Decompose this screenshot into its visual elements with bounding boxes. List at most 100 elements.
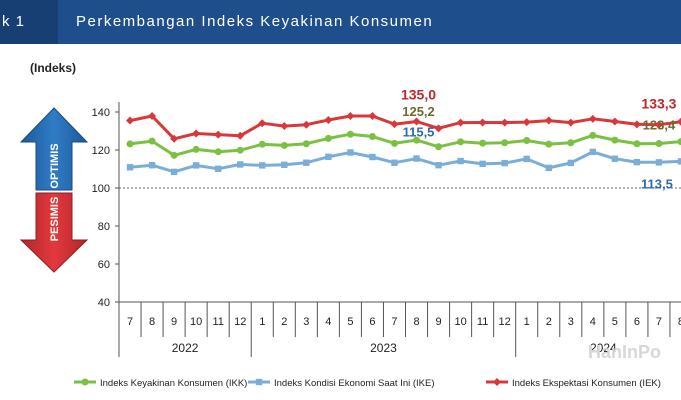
data-point — [192, 129, 201, 138]
data-point — [589, 148, 597, 156]
data-point — [236, 146, 244, 154]
data-point — [413, 155, 420, 162]
x-tick-label: 8 — [149, 316, 155, 328]
data-point — [369, 153, 376, 161]
x-tick-label: 2 — [281, 316, 287, 328]
data-label: 133,3 — [641, 96, 676, 112]
data-point — [501, 139, 509, 147]
data-point — [501, 159, 508, 167]
data-label: 123,4 — [643, 118, 676, 133]
series-line — [129, 150, 681, 174]
data-point — [523, 155, 530, 163]
data-point — [435, 143, 443, 151]
data-point — [677, 158, 681, 165]
year-label: 2024 — [590, 341, 617, 355]
data-point — [148, 111, 157, 120]
pesimis-label: PESIMIS — [49, 197, 61, 242]
data-point — [346, 111, 355, 120]
x-tick-label: 12 — [234, 316, 246, 328]
x-tick-label: 8 — [413, 316, 419, 328]
data-point — [281, 161, 288, 169]
y-tick-label: 140 — [92, 107, 110, 119]
data-point — [633, 140, 641, 148]
year-label: 2023 — [370, 341, 397, 355]
data-point — [611, 155, 619, 162]
x-tick-label: 5 — [347, 316, 353, 328]
data-point — [214, 165, 222, 173]
x-tick-label: 10 — [190, 316, 202, 328]
data-point — [523, 137, 531, 144]
figure-title: Perkembangan Indeks Keyakinan Konsumen — [76, 13, 434, 30]
series-line — [129, 132, 681, 157]
data-point — [566, 118, 575, 127]
data-point — [676, 117, 681, 126]
legend-marker — [255, 378, 263, 386]
data-point — [654, 120, 663, 129]
data-point — [545, 140, 553, 148]
data-point — [148, 137, 156, 145]
x-tick-label: 10 — [454, 316, 466, 328]
data-point — [434, 124, 443, 133]
y-axis-unit-label: (Indeks) — [30, 61, 77, 75]
data-point — [412, 117, 421, 126]
data-point — [391, 159, 398, 166]
data-point — [544, 116, 553, 125]
x-tick-label: 9 — [171, 316, 177, 328]
data-point — [611, 136, 619, 144]
x-tick-label: 6 — [634, 316, 640, 328]
x-tick-label: 9 — [435, 316, 441, 328]
data-point — [567, 139, 575, 147]
x-tick-label: 8 — [678, 316, 681, 328]
data-point — [192, 145, 200, 153]
data-point — [390, 120, 399, 129]
data-point — [347, 149, 354, 156]
page-header: k 1 Perkembangan Indeks Keyakinan Konsum… — [0, 0, 681, 44]
data-point — [479, 139, 487, 147]
x-tick-label: 1 — [524, 316, 530, 328]
data-point — [588, 114, 597, 123]
watermark-logo: HanInPo — [588, 342, 662, 362]
data-label: 115,5 — [403, 125, 435, 140]
optimis-arrow: OPTIMIS — [19, 107, 89, 191]
data-point — [632, 120, 641, 129]
y-tick-label: 100 — [92, 183, 110, 195]
data-point — [236, 131, 245, 140]
legend-label: Indeks Kondisi Ekonomi Saat Ini (IKE) — [274, 378, 435, 389]
data-point — [457, 138, 465, 146]
data-point — [346, 130, 354, 138]
data-point — [456, 118, 465, 127]
data-point — [302, 120, 311, 129]
y-tick-label: 120 — [92, 145, 110, 157]
data-point — [126, 140, 134, 148]
data-point — [478, 118, 487, 127]
data-point — [258, 119, 267, 128]
data-point — [280, 122, 289, 131]
pesimis-arrow: PESIMIS — [19, 192, 89, 273]
data-point — [148, 162, 156, 169]
data-point — [368, 111, 377, 120]
data-point — [610, 117, 619, 126]
data-point — [302, 140, 310, 148]
data-point — [237, 161, 244, 168]
figure-number: k 1 — [0, 0, 58, 44]
data-point — [214, 130, 223, 139]
x-tick-label: 4 — [590, 316, 596, 328]
y-tick-label: 40 — [98, 297, 110, 309]
x-tick-label: 6 — [369, 316, 375, 328]
data-point — [413, 136, 421, 144]
x-tick-label: 5 — [612, 316, 618, 328]
data-point — [192, 162, 200, 169]
x-tick-label: 4 — [325, 316, 331, 328]
data-point — [567, 159, 574, 167]
x-tick-label: 1 — [259, 316, 265, 328]
data-point — [170, 151, 178, 159]
data-point — [368, 133, 376, 141]
data-point — [280, 141, 288, 149]
data-point — [390, 139, 398, 147]
data-point — [655, 159, 663, 166]
data-point — [324, 115, 333, 124]
x-tick-label: 11 — [212, 316, 223, 328]
data-point — [259, 162, 266, 169]
data-label: 113,5 — [641, 176, 673, 191]
